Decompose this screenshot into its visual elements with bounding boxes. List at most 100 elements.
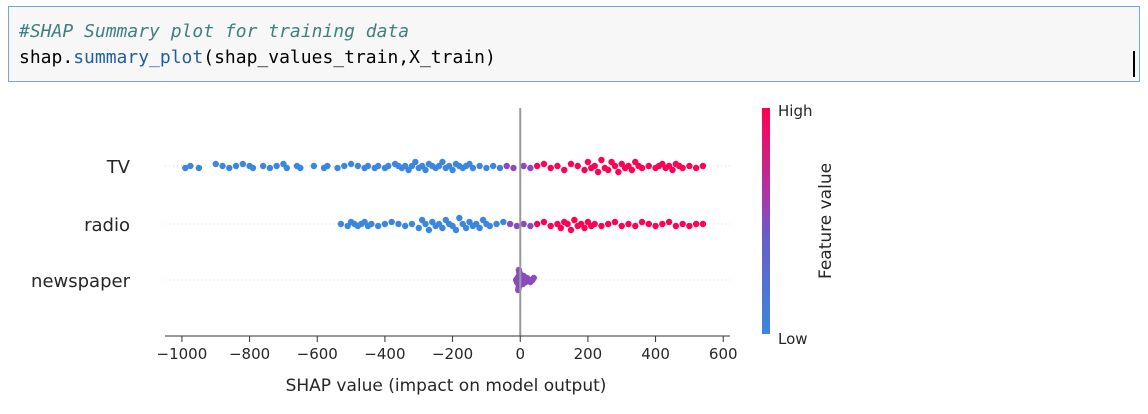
shap-point: [611, 218, 619, 226]
shap-point: [598, 222, 605, 230]
shap-point: [439, 224, 446, 232]
shap-point: [679, 220, 686, 228]
shap-point: [422, 166, 429, 174]
colorbar: [762, 108, 770, 334]
shap-point: [591, 162, 598, 170]
shap-point: [337, 220, 345, 228]
shap-point: [368, 220, 375, 228]
shap-point: [493, 220, 500, 228]
shap-point: [665, 218, 673, 226]
shap-point: [554, 162, 561, 170]
x-tick-label: 600: [709, 345, 738, 363]
shap-point: [486, 222, 493, 230]
shap-point: [645, 220, 653, 228]
shap-point: [699, 220, 707, 228]
shap-point: [425, 226, 433, 234]
shap-point: [452, 226, 460, 234]
colorbar-low-label: Low: [778, 330, 808, 348]
shap-point: [547, 164, 554, 172]
shap-point: [297, 164, 304, 172]
shap-point: [439, 158, 446, 166]
shap-point: [520, 162, 527, 170]
shap-point: [557, 224, 565, 232]
shap-point: [533, 220, 541, 228]
shap-point: [611, 162, 619, 170]
code-cell[interactable]: #SHAP Summary plot for training data sha…: [8, 6, 1140, 82]
code-prefix: shap.: [19, 47, 74, 68]
shap-point: [385, 162, 392, 170]
feature-label: TV: [106, 157, 131, 178]
shap-point: [212, 160, 219, 168]
shap-point: [699, 162, 707, 170]
shap-point: [581, 224, 588, 232]
shap-point: [591, 220, 598, 228]
shap-point: [469, 164, 477, 172]
shap-point: [533, 162, 541, 170]
shap-point: [187, 162, 194, 170]
x-tick-label: −1000: [157, 345, 208, 363]
shap-point: [679, 164, 686, 172]
shap-point: [686, 162, 693, 170]
shap-point: [324, 162, 331, 170]
shap-point: [605, 220, 612, 228]
shap-point: [232, 162, 240, 170]
shap-point: [374, 222, 382, 230]
shap-point: [412, 158, 419, 166]
feature-label: newspaper: [31, 271, 131, 292]
shap-point: [374, 162, 382, 170]
shap-point: [540, 218, 548, 226]
x-tick-label: −200: [432, 345, 473, 363]
shap-point: [388, 218, 395, 226]
shap-point: [672, 222, 680, 230]
shap-point: [659, 220, 666, 228]
shap-point: [422, 220, 429, 228]
shap-point: [500, 218, 507, 226]
shap-point: [692, 220, 700, 228]
shap-point: [347, 160, 355, 168]
shap-point: [567, 160, 575, 168]
shap-point: [182, 164, 189, 172]
feature-label: radio: [84, 215, 130, 236]
shap-point: [239, 160, 247, 168]
shap-point: [226, 164, 233, 172]
shap-point: [527, 164, 534, 172]
shap-point: [219, 162, 226, 170]
colorbar-title: Feature value: [816, 163, 836, 279]
shap-summary-plot: −1000 −800 −600 −400 −200 0 200 400 600 TV radio n…: [0, 88, 1148, 410]
x-tick-label: −800: [229, 345, 270, 363]
shap-point: [476, 162, 483, 170]
shap-point: [571, 216, 578, 224]
x-tick-label: −400: [364, 345, 405, 363]
shap-point: [395, 220, 402, 228]
shap-point: [530, 274, 537, 282]
shap-point: [456, 214, 463, 222]
shap-point: [506, 220, 514, 228]
shap-point: [408, 220, 416, 228]
shap-point: [605, 166, 612, 174]
shap-point: [503, 162, 510, 170]
shap-point: [273, 162, 280, 170]
colorbar-high-label: High: [778, 102, 812, 120]
shap-point: [652, 222, 659, 230]
shap-point: [449, 166, 456, 174]
shap-point: [334, 164, 341, 172]
shap-point: [341, 162, 348, 170]
x-tick-label: 0: [515, 345, 525, 363]
shap-point: [381, 220, 389, 228]
code-comment: #SHAP Summary plot for training data: [19, 21, 410, 42]
shap-point: [540, 160, 548, 168]
shap-point: [415, 224, 422, 232]
shap-point: [364, 162, 372, 170]
shap-point: [598, 156, 605, 164]
x-tick-label: 400: [641, 345, 670, 363]
shap-point: [669, 166, 676, 174]
shap-point: [527, 222, 534, 230]
x-axis-label: SHAP value (impact on model output): [286, 376, 607, 396]
x-tick-label: −600: [297, 345, 338, 363]
shap-point: [354, 162, 362, 170]
shap-point: [561, 166, 568, 174]
x-ticks: −1000 −800 −600 −400 −200 0 200 400 600: [157, 336, 738, 363]
shap-point: [574, 162, 581, 170]
shap-point: [692, 164, 700, 172]
shap-point: [615, 168, 622, 176]
